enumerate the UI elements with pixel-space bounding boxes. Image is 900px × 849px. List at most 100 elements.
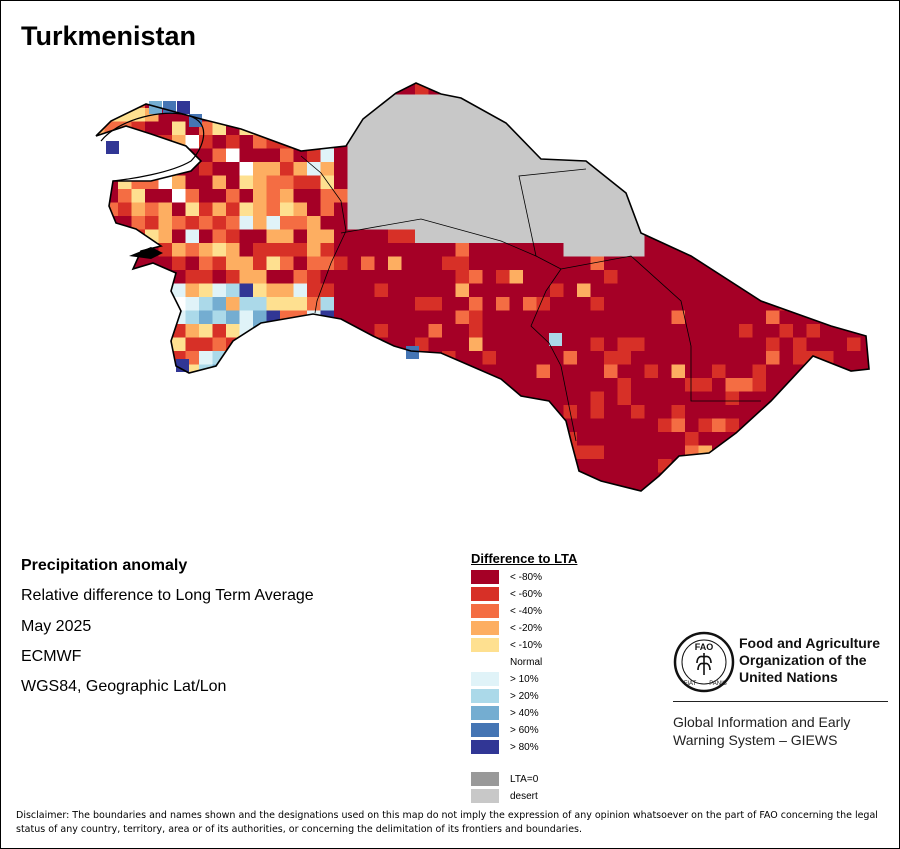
grid-cell	[280, 108, 294, 122]
grid-cell	[482, 391, 497, 406]
grid-cell	[442, 121, 456, 136]
grid-cell	[860, 108, 869, 122]
grid-cell	[293, 459, 308, 473]
grid-cell	[388, 472, 402, 487]
grid-cell	[307, 175, 321, 190]
grid-cell	[550, 364, 564, 379]
grid-cell	[307, 256, 321, 271]
grid-cell	[725, 297, 740, 311]
grid-cell	[266, 378, 281, 392]
grid-cell	[752, 162, 767, 176]
grid-cell	[361, 418, 375, 433]
grid-cell	[482, 121, 497, 136]
grid-cell	[752, 270, 767, 284]
grid-cell	[212, 297, 227, 311]
grid-cell	[442, 378, 456, 392]
grid-cell	[685, 432, 699, 446]
grid-cell	[118, 486, 132, 491]
grid-cell	[118, 351, 132, 365]
grid-cell	[860, 94, 869, 109]
map-legend: Difference to LTA < -80% < -60% < -40% < -2…	[471, 551, 621, 820]
grid-cell	[226, 189, 240, 203]
grid-cell	[779, 121, 794, 136]
grid-cell	[482, 405, 497, 419]
grid-cell	[374, 364, 389, 379]
grid-cell	[604, 391, 618, 406]
grid-cell	[617, 405, 632, 419]
anomaly-grid	[96, 83, 888, 512]
grid-cell	[820, 486, 834, 491]
grid-cell	[820, 500, 834, 512]
grid-cell	[118, 364, 132, 379]
grid-cell	[847, 243, 861, 257]
grid-cell	[833, 243, 848, 257]
grid-cell	[280, 337, 294, 352]
grid-cell	[442, 500, 456, 512]
grid-cell	[847, 83, 861, 95]
grid-cell	[96, 243, 105, 257]
grid-cell	[712, 256, 726, 271]
grid-cell	[253, 337, 267, 352]
grid-cell	[401, 229, 416, 244]
grid-cell	[199, 486, 213, 491]
grid-cell	[361, 472, 375, 487]
grid-cell	[293, 202, 308, 217]
grid-cell	[806, 364, 821, 379]
grid-cell	[320, 391, 335, 406]
grid-cell	[96, 472, 105, 487]
grid-cell	[739, 418, 753, 433]
grid-cell	[226, 405, 240, 419]
grid-cell	[631, 432, 645, 446]
grid-cell	[536, 83, 551, 95]
grid-cell	[523, 351, 537, 365]
grid-cell	[118, 162, 132, 176]
grid-cell	[145, 189, 159, 203]
grid-cell	[226, 108, 240, 122]
grid-cell	[96, 405, 105, 419]
grid-cell	[388, 256, 402, 271]
grid-cell	[96, 432, 105, 446]
grid-cell	[509, 486, 524, 491]
grid-cell	[280, 94, 294, 109]
grid-cell	[455, 391, 470, 406]
grid-cell	[590, 243, 605, 257]
grid-cell	[428, 175, 443, 190]
grid-cell	[334, 270, 348, 284]
grid-cell	[523, 162, 537, 176]
grid-cell	[631, 256, 645, 271]
grid-cell	[483, 500, 497, 512]
grid-cell	[550, 500, 564, 512]
grid-cell	[685, 216, 699, 230]
legend-label: < -80%	[510, 572, 542, 583]
grid-cell	[509, 108, 524, 122]
legend-swatch	[471, 706, 499, 720]
legend-swatch	[471, 638, 499, 652]
grid-cell	[442, 391, 456, 406]
grid-cell	[860, 243, 869, 257]
grid-cell	[307, 83, 321, 95]
grid-cell	[428, 202, 443, 217]
grid-cell	[104, 378, 119, 392]
grid-cell	[361, 216, 375, 230]
grid-cell	[104, 364, 119, 379]
grid-cell	[820, 216, 834, 230]
grid-cell	[536, 310, 551, 325]
grid-cell	[874, 473, 888, 487]
grid-cell	[131, 472, 146, 487]
grid-cell	[104, 83, 119, 95]
grid-cell	[185, 135, 200, 149]
grid-cell	[523, 364, 537, 379]
grid-cell	[361, 310, 375, 325]
grid-cell	[577, 202, 591, 217]
grid-cell	[361, 486, 375, 491]
grid-cell	[212, 229, 227, 244]
grid-cell	[874, 432, 888, 446]
grid-cell	[131, 83, 146, 95]
grid-cell	[402, 500, 416, 512]
grid-cell	[320, 459, 335, 473]
grid-cell	[199, 405, 213, 419]
grid-cell	[644, 351, 659, 365]
grid-cell	[536, 202, 551, 217]
grid-cell	[158, 337, 173, 352]
grid-cell	[455, 486, 470, 491]
